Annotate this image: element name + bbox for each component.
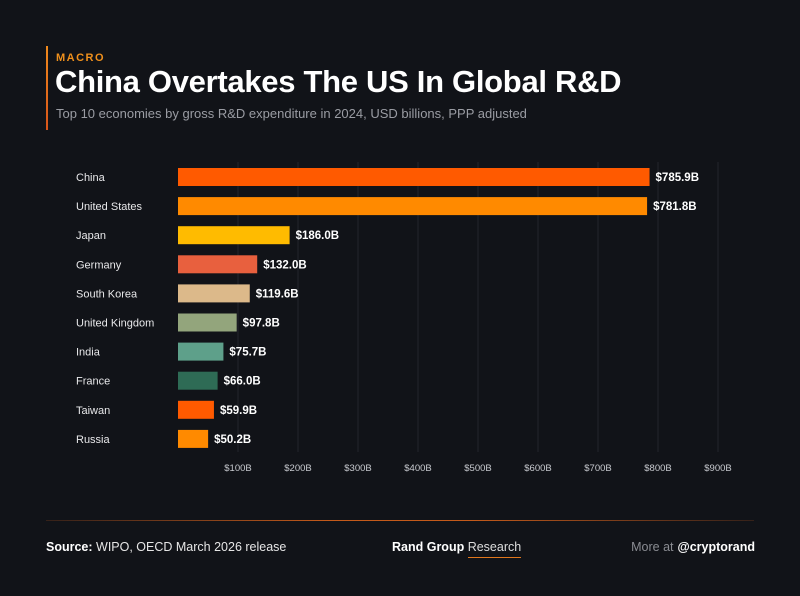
footer-divider: [46, 520, 754, 521]
handle-link[interactable]: @cryptorand: [677, 540, 755, 554]
category-label: South Korea: [76, 288, 138, 300]
x-tick-label: $800B: [644, 463, 671, 474]
category-label: Russia: [76, 434, 111, 446]
source-note: Source: WIPO, OECD March 2026 release: [46, 540, 286, 554]
x-tick-label: $900B: [704, 463, 731, 474]
data-label: $97.8B: [243, 318, 280, 330]
data-label: $119.6B: [256, 288, 299, 300]
category-label: Germany: [76, 259, 122, 271]
chart-subtitle: Top 10 economies by gross R&D expenditur…: [56, 106, 527, 121]
x-tick-label: $500B: [464, 463, 491, 474]
bar-south-korea: [178, 284, 250, 303]
data-label: $59.9B: [220, 405, 257, 417]
category-label: China: [76, 172, 106, 184]
accent-bar: [46, 46, 48, 130]
data-label: $785.9B: [656, 172, 699, 184]
bar-germany: [178, 255, 258, 274]
data-label: $132.0B: [263, 259, 306, 271]
data-label: $50.2B: [214, 434, 251, 446]
x-tick-label: $700B: [584, 463, 611, 474]
source-label: Source:: [46, 540, 93, 554]
bar-india: [178, 342, 224, 361]
bar-france: [178, 371, 218, 390]
x-tick-label: $300B: [344, 463, 371, 474]
data-label: $186.0B: [296, 230, 339, 242]
data-label: $781.8B: [653, 201, 696, 213]
category-label: France: [76, 376, 110, 388]
bar-united-kingdom: [178, 313, 237, 332]
category-label: Taiwan: [76, 405, 110, 417]
category-label: Japan: [76, 230, 106, 242]
category-label: India: [76, 347, 101, 359]
bar-russia: [178, 429, 209, 448]
more-at: More at @cryptorand: [631, 540, 755, 554]
bar-japan: [178, 226, 290, 245]
more-label: More at: [631, 540, 674, 554]
bar-united-states: [178, 197, 648, 216]
chart-title: China Overtakes The US In Global R&D: [55, 64, 622, 99]
x-tick-label: $100B: [224, 463, 251, 474]
x-tick-label: $600B: [524, 463, 551, 474]
brand-bold: Rand Group: [392, 540, 465, 554]
brand: Rand Group Research: [392, 540, 521, 554]
brand-light: Research: [467, 540, 522, 554]
x-tick-label: $400B: [404, 463, 431, 474]
category-label: United States: [76, 201, 143, 213]
x-tick-label: $200B: [284, 463, 311, 474]
data-label: $66.0B: [224, 376, 261, 388]
bar-china: [178, 168, 650, 186]
source-text: WIPO, OECD March 2026 release: [96, 540, 287, 554]
kicker: MACRO: [56, 52, 106, 64]
category-label: United Kingdom: [76, 318, 154, 330]
bar-taiwan: [178, 400, 214, 419]
data-label: $75.7B: [229, 347, 266, 359]
